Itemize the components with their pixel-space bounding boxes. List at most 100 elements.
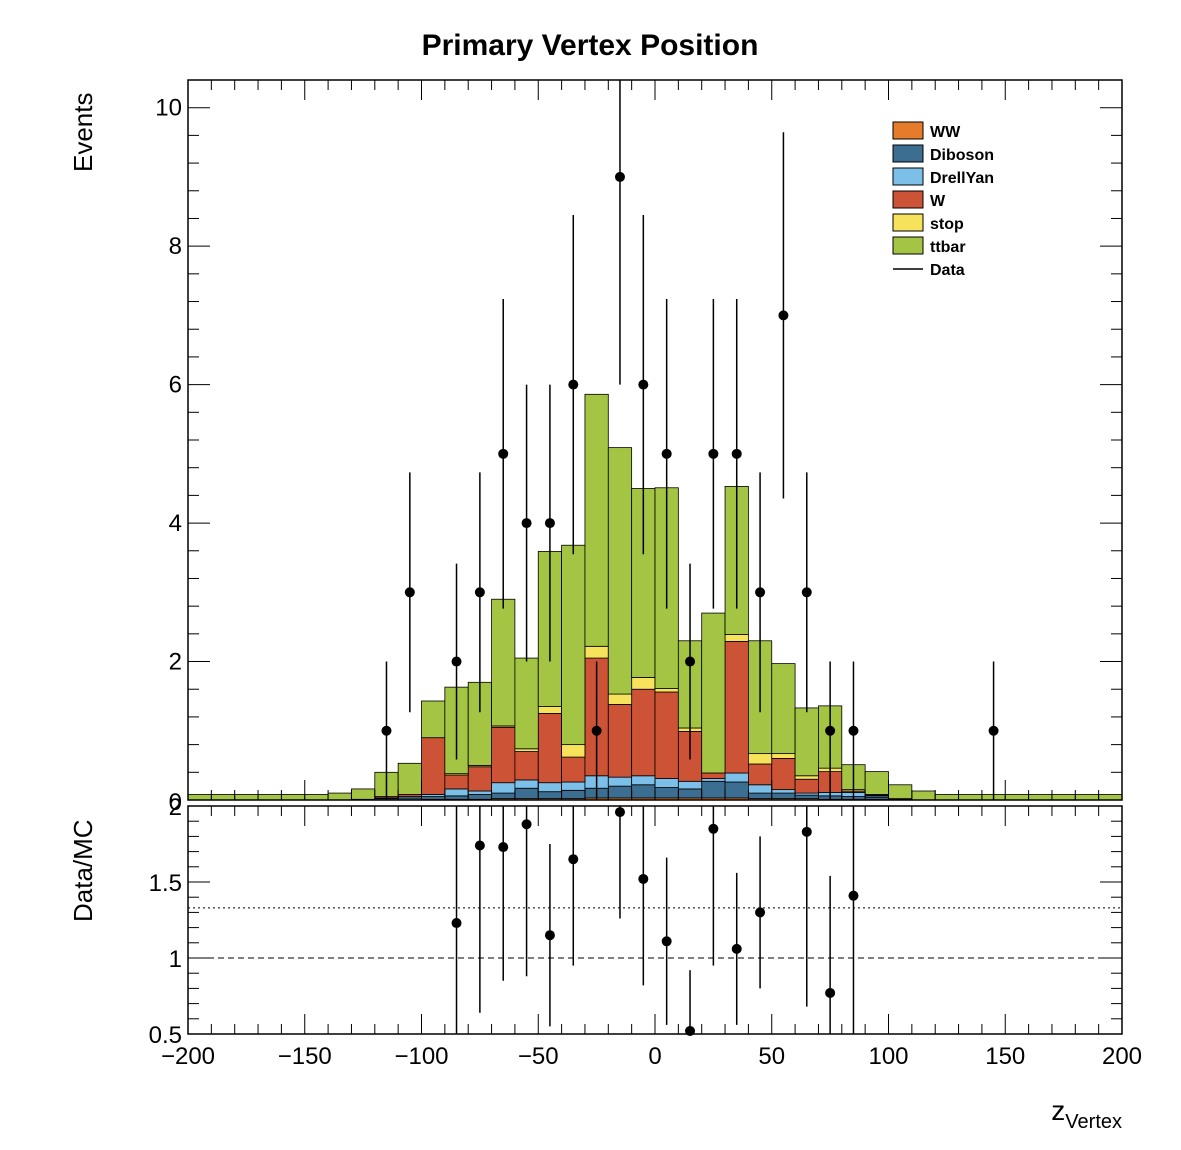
x-tick-label: 100 (868, 1043, 908, 1070)
bar-ttbar-22 (701, 612, 726, 774)
bar-ttbar-4 (280, 794, 306, 801)
ratio-point (731, 943, 742, 954)
bar-stop-17 (584, 645, 609, 659)
bar-w-16 (561, 756, 586, 783)
bar-drellyan-21 (677, 780, 703, 790)
data-point (568, 379, 579, 390)
bar-drellyan-18 (607, 776, 633, 787)
x-tick-label: 50 (758, 1043, 785, 1070)
bar-diboson-20 (654, 787, 679, 799)
bar-ttbar-38 (1074, 794, 1100, 801)
bar-w-18 (607, 704, 633, 778)
y-tick-label-main: 10 (155, 95, 182, 122)
series-ttbar-group (187, 393, 1123, 801)
bar-drellyan-13 (491, 782, 516, 794)
data-point (591, 725, 602, 736)
x-tick-label: 150 (985, 1043, 1025, 1070)
bar-ttbar-1 (210, 794, 236, 801)
bar-ttbar-7 (351, 788, 376, 800)
y-tick-label-main: 2 (169, 649, 182, 676)
ratio-panel: 0.5 1 1.5 2 −200 −150 −100 −50 0 50 100 150 200 (149, 794, 1142, 1070)
legend-label-stop: stop (930, 216, 964, 233)
x-tick-label: −200 (161, 1043, 215, 1070)
data-point (661, 448, 672, 459)
bar-diboson-23 (724, 781, 749, 799)
ratio-point (638, 873, 649, 884)
bar-ttbar-3 (257, 794, 282, 801)
ratio-point (544, 930, 555, 941)
bar-w-15 (537, 713, 563, 784)
legend-swatch-ww (892, 121, 924, 140)
data-point (685, 656, 696, 667)
legend-swatch-drellyan (892, 167, 924, 186)
bar-diboson-14 (514, 787, 539, 800)
bar-drellyan-22 (701, 778, 726, 782)
data-point (778, 310, 789, 321)
legend-label-w: W (930, 193, 946, 210)
x-tick-label: 200 (1102, 1043, 1142, 1070)
y-axis-label-ratio: Data/MC (68, 819, 98, 922)
ratio-point (708, 823, 719, 834)
bar-ttbar-26 (794, 707, 819, 777)
bar-w-25 (771, 758, 796, 791)
main-panel: 2 4 6 8 10 0 (155, 79, 1123, 816)
y-axis-label-main: Events (68, 93, 98, 173)
data-point (638, 379, 649, 390)
bar-w-19 (631, 688, 656, 777)
bar-diboson-22 (701, 780, 726, 799)
bar-diboson-21 (677, 788, 703, 799)
data-point (474, 587, 485, 598)
ratio-point (825, 987, 836, 998)
y-tick-label-main: 6 (169, 372, 182, 399)
bar-drellyan-20 (654, 778, 679, 788)
bar-drellyan-25 (771, 789, 796, 794)
x-tick-label: −50 (518, 1043, 559, 1070)
ratio-frame (187, 805, 1123, 1035)
x-axis-label-sub: Vertex (1065, 1111, 1122, 1133)
bar-w-13 (491, 726, 516, 784)
legend-label-drellyan: DrellYan (930, 170, 994, 187)
bar-ttbar-2 (234, 794, 259, 801)
bar-ttbar-10 (421, 700, 446, 739)
bar-w-11 (444, 774, 469, 790)
bar-w-23 (724, 641, 749, 774)
chart-title: Primary Vertex Position (422, 29, 759, 62)
bar-diboson-26 (794, 794, 819, 800)
bar-diboson-15 (537, 791, 563, 800)
bar-stop-23 (724, 634, 749, 642)
y-tick-label-ratio: 0.5 (149, 1022, 182, 1049)
bar-diboson-25 (771, 792, 796, 800)
legend-label-diboson: Diboson (930, 147, 994, 164)
bar-w-12 (467, 766, 492, 792)
bar-ttbar-31 (911, 790, 936, 801)
data-point (825, 725, 836, 736)
bar-drellyan-12 (467, 790, 492, 795)
legend-swatch-stop (892, 213, 924, 232)
data-point (848, 725, 859, 736)
x-axis-label-main: z (1051, 1095, 1065, 1126)
bar-drellyan-11 (444, 788, 469, 797)
ratio-point (451, 918, 462, 929)
bar-drellyan-24 (748, 784, 773, 794)
bar-stop-16 (561, 744, 586, 758)
bar-diboson-11 (444, 795, 469, 800)
bar-ttbar-39 (1098, 794, 1123, 801)
legend-label-ww: WW (930, 124, 961, 141)
bar-ttbar-37 (1051, 794, 1076, 801)
bar-ttbar-29 (864, 771, 889, 795)
bar-drellyan-14 (514, 779, 539, 789)
x-axis-label: zVertex (1051, 1095, 1122, 1133)
bar-diboson-19 (631, 784, 656, 799)
bar-w-22 (701, 772, 726, 779)
legend-swatch-diboson (892, 144, 924, 163)
data-point (451, 656, 462, 667)
bar-stop-18 (607, 693, 633, 705)
ratio-point (498, 842, 509, 853)
ratio-point (661, 936, 672, 947)
y-tick-label-zero: 0 (169, 789, 182, 816)
data-point (708, 448, 719, 459)
y-tick-label-ratio: 1.5 (149, 870, 182, 897)
bar-w-10 (421, 737, 446, 795)
bar-stop-25 (771, 753, 796, 759)
